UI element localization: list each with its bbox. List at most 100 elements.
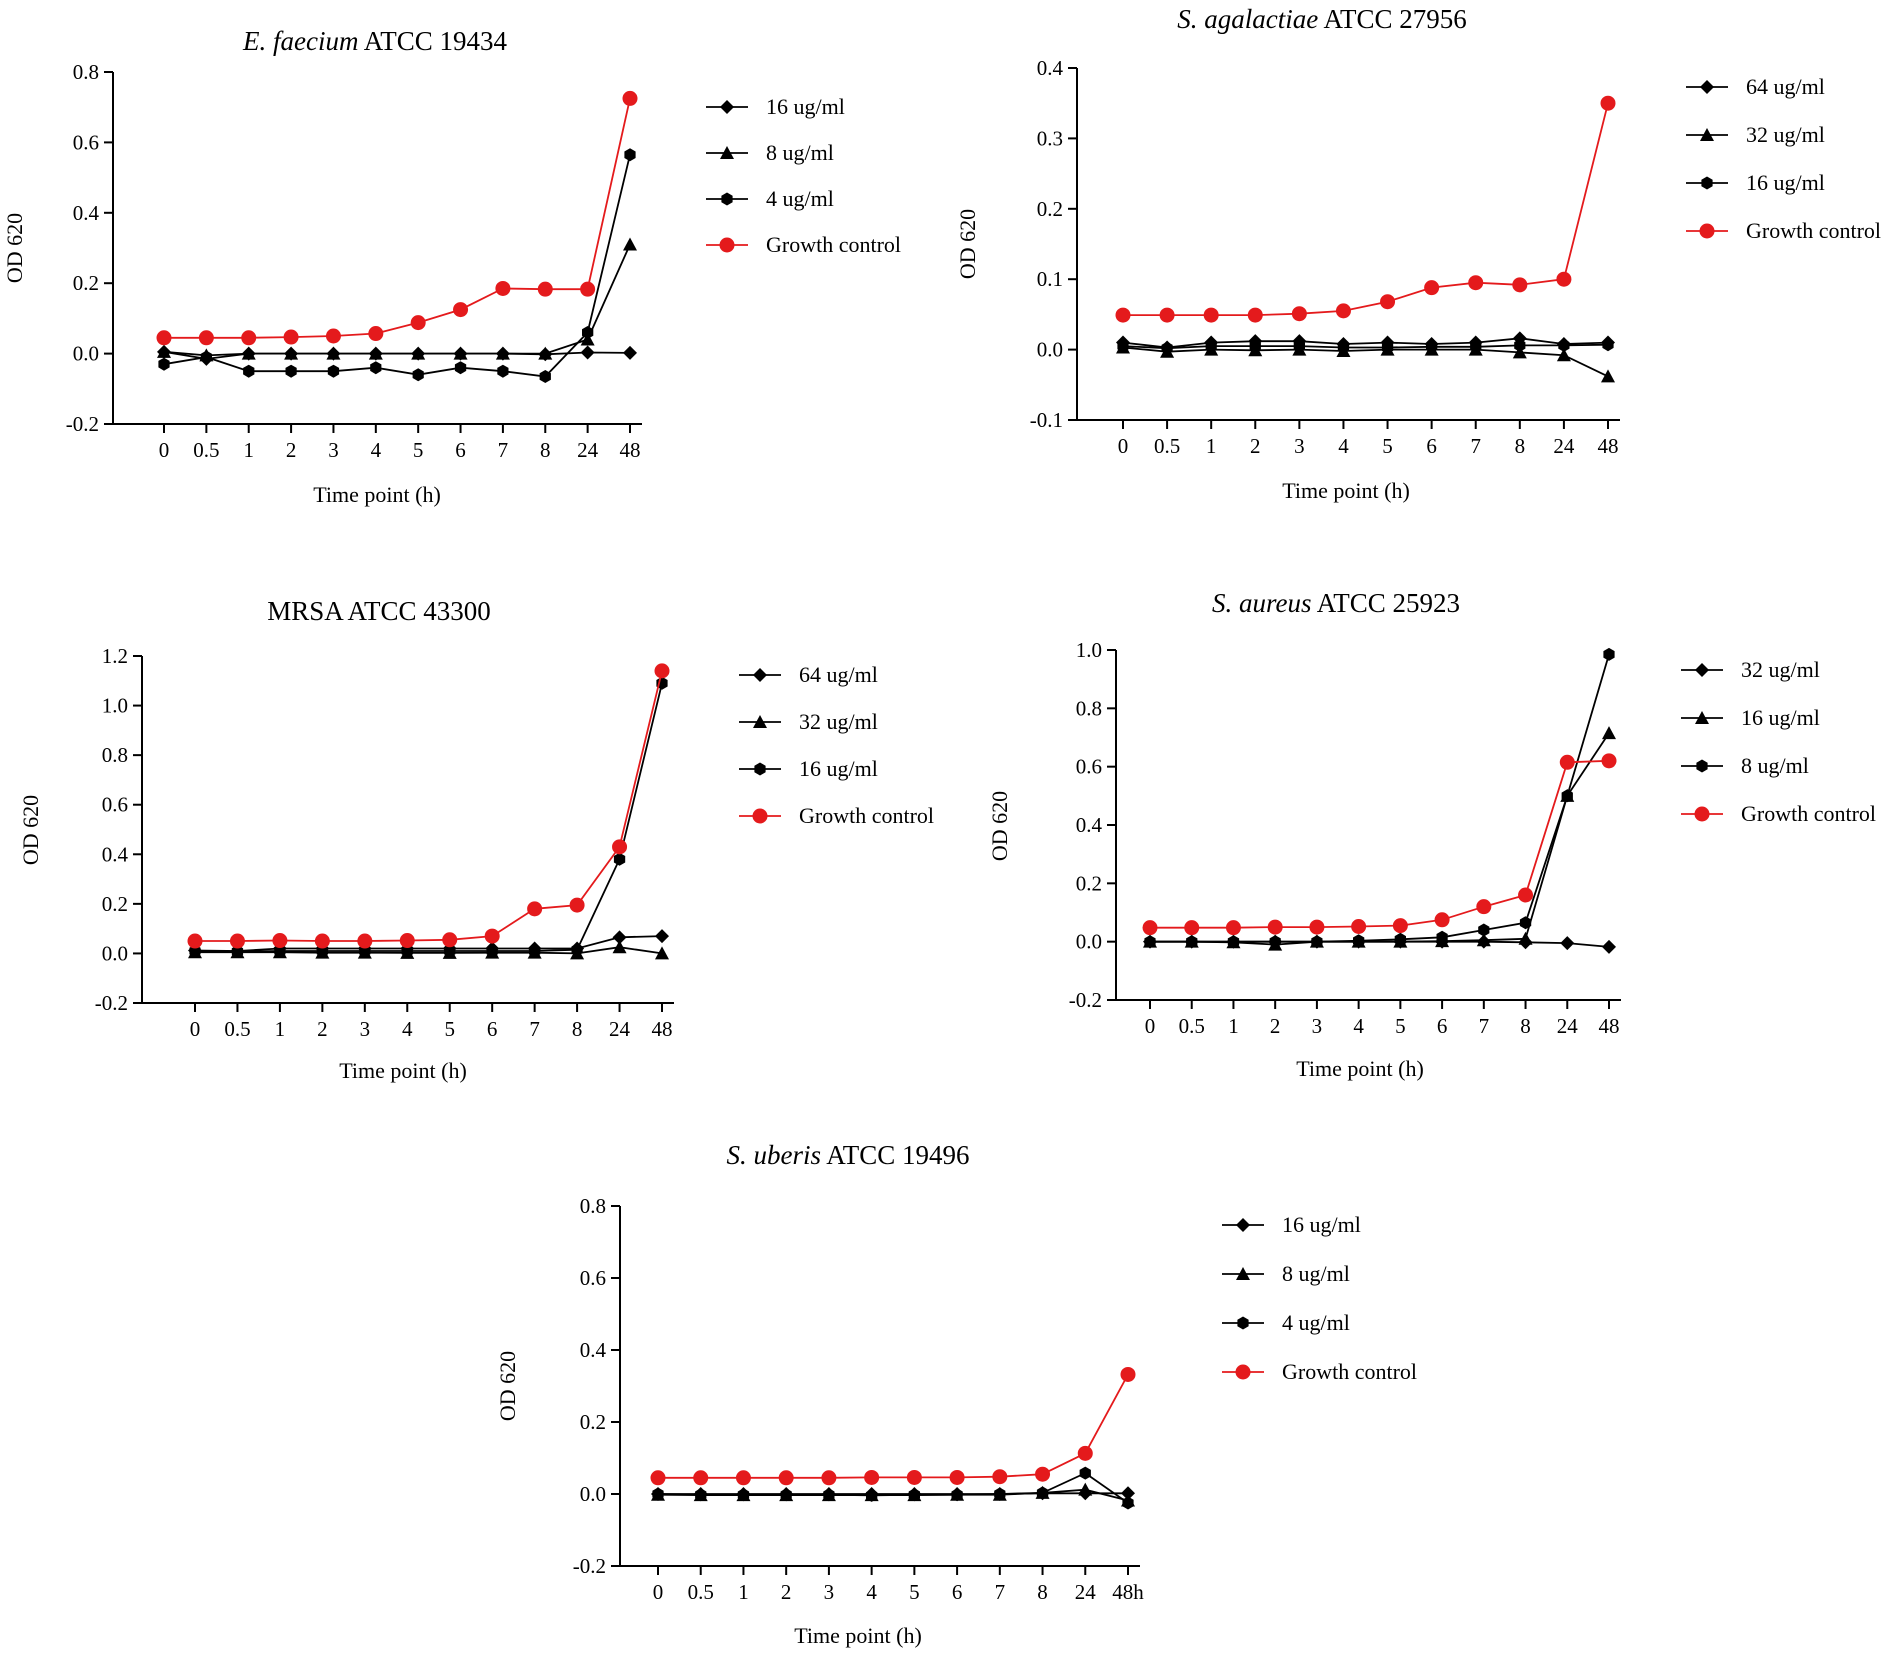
data-point bbox=[1556, 348, 1571, 362]
x-tick-label: 5 bbox=[1382, 434, 1393, 458]
data-point bbox=[1600, 95, 1616, 111]
data-point bbox=[1560, 936, 1575, 951]
x-tick-label: 1 bbox=[1206, 434, 1217, 458]
x-tick-label: 2 bbox=[781, 1580, 792, 1604]
x-tick-label: 4 bbox=[371, 438, 382, 462]
y-tick-label: 1.2 bbox=[102, 644, 128, 668]
data-point bbox=[442, 932, 458, 948]
data-point bbox=[652, 1487, 664, 1501]
data-point bbox=[1120, 1366, 1136, 1382]
legend-marker bbox=[1695, 711, 1709, 724]
data-point bbox=[1478, 923, 1490, 937]
legend-marker bbox=[719, 237, 735, 253]
y-tick-label: 0.0 bbox=[1037, 338, 1063, 362]
chart-title-text: ATCC 19496 bbox=[821, 1140, 970, 1170]
x-tick-label: 7 bbox=[529, 1017, 540, 1041]
data-point bbox=[571, 943, 583, 957]
chart-title-text: ATCC 25923 bbox=[1311, 588, 1460, 618]
x-tick-label: 1 bbox=[738, 1580, 749, 1604]
x-tick-label: 7 bbox=[498, 438, 509, 462]
data-point bbox=[370, 361, 382, 375]
data-point bbox=[1142, 920, 1158, 936]
legend-marker bbox=[1701, 176, 1713, 190]
data-point bbox=[1426, 340, 1438, 354]
series-growth-control bbox=[187, 663, 670, 949]
data-point bbox=[1468, 275, 1484, 291]
data-point bbox=[1381, 341, 1394, 354]
data-point bbox=[654, 663, 670, 679]
x-tick-label: 3 bbox=[328, 438, 339, 462]
series-growth-control bbox=[1142, 753, 1617, 936]
x-tick-label: 1 bbox=[1228, 1014, 1239, 1038]
data-point bbox=[1249, 339, 1261, 353]
data-point bbox=[1078, 1482, 1093, 1496]
data-point bbox=[1161, 341, 1173, 355]
data-point bbox=[1351, 919, 1367, 934]
data-point bbox=[1337, 341, 1350, 354]
series-line bbox=[194, 935, 663, 952]
series-16-ug-ml bbox=[1143, 726, 1616, 951]
data-point bbox=[401, 944, 413, 958]
legend-label: 32 ug/ml bbox=[1746, 122, 1825, 147]
data-point bbox=[655, 946, 669, 960]
legend-label: 8 ug/ml bbox=[1741, 753, 1809, 778]
chart-title: S. agalactiae ATCC 27956 bbox=[1177, 4, 1467, 34]
legend-entry: 8 ug/ml bbox=[1681, 753, 1809, 778]
data-point bbox=[1512, 277, 1528, 293]
legend-entry: Growth control bbox=[706, 232, 901, 257]
data-point bbox=[908, 1488, 920, 1502]
legend-entry: 16 ug/ml bbox=[706, 94, 845, 119]
y-tick-label: 0.6 bbox=[1076, 755, 1102, 779]
legend-label: 16 ug/ml bbox=[1282, 1212, 1361, 1237]
chart-panel-2: S. agalactiae ATCC 27956 -0.1 0.0 0.1 0.2 0.3… bbox=[955, 4, 1881, 503]
data-point bbox=[864, 1469, 880, 1485]
x-tick-label: 2 bbox=[1250, 434, 1261, 458]
data-point bbox=[1392, 918, 1408, 934]
data-point bbox=[1601, 369, 1615, 383]
legend-marker bbox=[720, 100, 734, 114]
legend-label: 16 ug/ml bbox=[1746, 170, 1825, 195]
y-axis-label: OD 620 bbox=[18, 795, 43, 865]
y-tick-label: 0.4 bbox=[1076, 813, 1103, 837]
data-point bbox=[453, 346, 468, 360]
data-point bbox=[243, 364, 255, 378]
x-tick-label: 2 bbox=[1270, 1014, 1281, 1038]
data-point bbox=[650, 1470, 666, 1486]
x-tick-label: 5 bbox=[909, 1580, 920, 1604]
legend-label: 16 ug/ml bbox=[799, 756, 878, 781]
series-line bbox=[1150, 732, 1610, 946]
x-tick-label: 0.5 bbox=[1179, 1014, 1205, 1038]
legend-label: Growth control bbox=[799, 803, 934, 828]
data-point bbox=[1184, 920, 1200, 936]
x-tick-label: 0.5 bbox=[1154, 434, 1180, 458]
x-tick-label: 3 bbox=[1312, 1014, 1323, 1038]
data-point bbox=[1559, 754, 1575, 770]
y-tick-label: 0.0 bbox=[580, 1482, 606, 1506]
x-tick-label: 7 bbox=[995, 1580, 1006, 1604]
data-point bbox=[780, 1488, 792, 1502]
legend-label: 32 ug/ml bbox=[1741, 657, 1820, 682]
legend-marker bbox=[754, 762, 766, 776]
legend-marker bbox=[1700, 128, 1714, 141]
data-point bbox=[1434, 912, 1450, 928]
y-tick-label: 0.2 bbox=[580, 1410, 606, 1434]
x-tick-label: 3 bbox=[824, 1580, 835, 1604]
x-tick-label: 0.5 bbox=[193, 438, 219, 462]
data-point bbox=[823, 1488, 835, 1502]
data-point bbox=[274, 944, 286, 958]
data-point bbox=[622, 90, 638, 106]
data-point bbox=[1267, 919, 1283, 935]
y-axis-label: OD 620 bbox=[987, 791, 1012, 861]
legend-label: 16 ug/ml bbox=[1741, 705, 1820, 730]
x-tick-label: 8 bbox=[572, 1017, 583, 1041]
x-tick-label: 6 bbox=[487, 1017, 498, 1041]
data-point bbox=[994, 1487, 1006, 1501]
x-tick-label: 24 bbox=[1557, 1014, 1579, 1038]
series-8-ug-ml bbox=[1144, 647, 1615, 949]
x-tick-label: 8 bbox=[540, 438, 551, 462]
data-point bbox=[1380, 294, 1396, 310]
y-tick-label: 0.4 bbox=[580, 1338, 607, 1362]
data-point bbox=[693, 1470, 709, 1486]
data-point bbox=[157, 344, 171, 358]
